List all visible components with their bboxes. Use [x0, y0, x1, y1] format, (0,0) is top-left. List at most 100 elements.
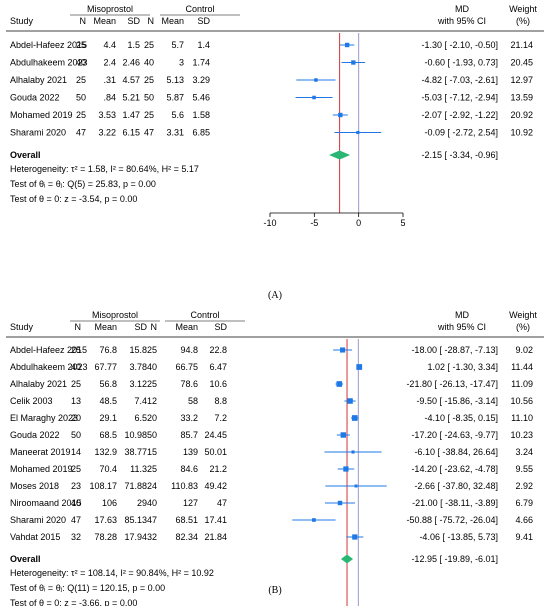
- study-sd-treatment: 6.5: [134, 413, 147, 423]
- study-n-treatment: 40: [76, 58, 86, 68]
- study-n-control: 32: [147, 532, 157, 542]
- study-sd-treatment: 3.78: [129, 362, 147, 372]
- group-header-control: Control: [190, 310, 219, 320]
- overall-label: Overall: [10, 554, 41, 564]
- study-mean-treatment: 67.77: [94, 362, 117, 372]
- study-md-ci: -1.30 [ -2.10, -0.50]: [421, 40, 498, 50]
- study-effect-square: [340, 432, 347, 438]
- study-sd-control: 47: [217, 498, 227, 508]
- study-name: Celik 2003: [10, 396, 53, 406]
- heterogeneity-stat: Test of θᵢ = θⱼ: Q(5) = 25.83, p = 0.00: [10, 179, 156, 189]
- header-ci: with 95% CI: [437, 322, 486, 332]
- header-sd: SD: [127, 16, 140, 26]
- study-md-ci: -4.82 [ -7.03, -2.61]: [421, 75, 498, 85]
- header-percent: (%): [516, 322, 530, 332]
- study-n-treatment: 23: [71, 481, 81, 491]
- study-effect-square: [343, 466, 349, 472]
- study-md-ci: -5.03 [ -7.12, -2.94]: [421, 93, 498, 103]
- study-effect-square: [340, 347, 346, 353]
- study-sd-control: 6.85: [192, 128, 210, 138]
- study-weight: 12.97: [510, 75, 533, 85]
- study-sd-treatment: 71.88: [124, 481, 147, 491]
- study-mean-treatment: 17.63: [94, 515, 117, 525]
- study-effect-square: [356, 364, 363, 370]
- header-md: MD: [455, 4, 469, 14]
- study-mean-treatment: 132.9: [94, 447, 117, 457]
- study-md-ci: -6.10 [ -38.84, 26.64]: [414, 447, 498, 457]
- header-sd: SD: [214, 322, 227, 332]
- study-mean-treatment: 4.4: [103, 40, 116, 50]
- study-n-treatment: 25: [76, 110, 86, 120]
- study-md-ci: 1.02 [ -1.30, 3.34]: [427, 362, 498, 372]
- study-sd-treatment: 4.57: [122, 75, 140, 85]
- x-tick-label: -10: [263, 218, 276, 228]
- header-weight: Weight: [509, 4, 537, 14]
- study-effect-square: [354, 484, 358, 488]
- study-sd-control: 7.2: [214, 413, 227, 423]
- study-sd-treatment: 29: [137, 498, 147, 508]
- header-study: Study: [10, 322, 34, 332]
- study-n-treatment: 50: [71, 430, 81, 440]
- study-mean-treatment: 3.22: [98, 128, 116, 138]
- group-header-misoprostol: Misoprostol: [92, 310, 138, 320]
- study-effect-square: [351, 415, 358, 421]
- study-effect-square: [344, 42, 350, 48]
- study-name: Alhalaby 2021: [10, 379, 67, 389]
- header-study: Study: [10, 16, 34, 26]
- header-mean: Mean: [94, 322, 117, 332]
- study-mean-control: 5.7: [171, 40, 184, 50]
- forest-panel-b: Misoprostol Control MD Weight Study N Mean SD N M…: [6, 310, 544, 606]
- panel-caption: (A): [268, 290, 282, 301]
- study-name: Vahdat 2015: [10, 532, 60, 542]
- header-mean: Mean: [161, 16, 184, 26]
- study-mean-treatment: .84: [103, 93, 116, 103]
- study-sd-control: 5.46: [192, 93, 210, 103]
- study-n-control: 15: [147, 447, 157, 457]
- study-n-control: 25: [147, 464, 157, 474]
- study-sd-control: 6.47: [209, 362, 227, 372]
- study-mean-treatment: 106: [102, 498, 117, 508]
- study-sd-control: 24.45: [204, 430, 227, 440]
- heterogeneity-stat: Test of θᵢ = θⱼ: Q(11) = 120.15, p = 0.0…: [10, 583, 165, 593]
- header-percent: (%): [516, 16, 530, 26]
- header-weight: Weight: [509, 310, 537, 320]
- study-sd-control: 21.2: [209, 464, 227, 474]
- study-mean-control: 5.6: [171, 110, 184, 120]
- x-tick-label: -5: [310, 218, 318, 228]
- study-name: Gouda 2022: [10, 430, 60, 440]
- study-weight: 6.79: [515, 498, 533, 508]
- header-mean: Mean: [175, 322, 198, 332]
- study-md-ci: -21.80 [ -26.13, -17.47]: [406, 379, 498, 389]
- study-n-control: 40: [147, 362, 157, 372]
- panel-caption: (B): [268, 585, 281, 596]
- study-mean-treatment: 70.4: [99, 464, 117, 474]
- study-effect-square: [336, 381, 343, 387]
- study-weight: 21.14: [510, 40, 533, 50]
- study-n-treatment: 25: [76, 75, 86, 85]
- overall-md-ci: -12.95 [ -19.89, -6.01]: [411, 554, 498, 564]
- study-weight: 4.66: [515, 515, 533, 525]
- study-md-ci: -0.60 [ -1.93, 0.73]: [424, 58, 498, 68]
- study-n-control: 24: [147, 481, 157, 491]
- study-mean-control: 127: [183, 498, 198, 508]
- study-weight: 9.55: [515, 464, 533, 474]
- study-n-treatment: 20: [71, 413, 81, 423]
- study-sd-control: 22.8: [209, 345, 227, 355]
- study-name: Mohamed 2019: [10, 110, 73, 120]
- study-md-ci: -0.09 [ -2.72, 2.54]: [424, 128, 498, 138]
- study-weight: 20.92: [510, 110, 533, 120]
- study-weight: 9.02: [515, 345, 533, 355]
- study-mean-control: 58: [188, 396, 198, 406]
- study-sd-treatment: 7.4: [134, 396, 147, 406]
- study-sd-control: 1.58: [192, 110, 210, 120]
- header-n: N: [75, 322, 82, 332]
- study-sd-control: 3.29: [192, 75, 210, 85]
- study-sd-treatment: 1.5: [127, 40, 140, 50]
- study-sd-control: 10.6: [209, 379, 227, 389]
- study-n-treatment: 40: [71, 362, 81, 372]
- study-weight: 20.45: [510, 58, 533, 68]
- overall-diamond: [340, 554, 354, 564]
- study-effect-square: [347, 398, 353, 404]
- study-n-control: 47: [147, 515, 157, 525]
